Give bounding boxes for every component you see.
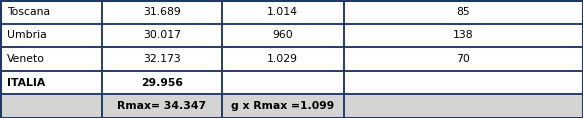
Bar [344, 71, 583, 94]
Bar [344, 0, 583, 24]
Bar [0, 94, 102, 118]
Bar [102, 94, 222, 118]
Bar [102, 24, 222, 47]
Bar [102, 71, 222, 94]
Bar [344, 47, 583, 71]
Bar [0, 47, 102, 71]
Text: Rmax= 34.347: Rmax= 34.347 [117, 101, 206, 111]
Bar [102, 0, 222, 24]
Bar [222, 94, 344, 118]
Bar [102, 71, 222, 94]
Bar [344, 24, 583, 47]
Bar [102, 47, 222, 71]
Text: 138: 138 [453, 30, 474, 40]
Text: 1.014: 1.014 [267, 7, 298, 17]
Bar [0, 24, 102, 47]
Text: Toscana: Toscana [7, 7, 50, 17]
Bar [0, 24, 102, 47]
Bar [222, 24, 344, 47]
Text: Umbria: Umbria [7, 30, 47, 40]
Text: 30.017: 30.017 [143, 30, 181, 40]
Bar [222, 47, 344, 71]
Bar [102, 24, 222, 47]
Text: ITALIA: ITALIA [7, 78, 45, 88]
Bar [222, 0, 344, 24]
Text: 1.029: 1.029 [267, 54, 298, 64]
Bar [0, 71, 102, 94]
Bar [344, 0, 583, 24]
Text: 960: 960 [272, 30, 293, 40]
Bar [0, 0, 102, 24]
Text: 70: 70 [456, 54, 470, 64]
Bar [222, 24, 344, 47]
Bar [222, 71, 344, 94]
Bar [222, 47, 344, 71]
Bar [222, 71, 344, 94]
Bar [344, 94, 583, 118]
Bar [222, 94, 344, 118]
Bar [0, 47, 102, 71]
Bar [344, 94, 583, 118]
Text: 31.689: 31.689 [143, 7, 181, 17]
Bar [102, 47, 222, 71]
Bar [344, 47, 583, 71]
Bar [344, 71, 583, 94]
Bar [0, 94, 102, 118]
Bar [102, 0, 222, 24]
Text: Veneto: Veneto [7, 54, 45, 64]
Bar [0, 0, 102, 24]
Text: 32.173: 32.173 [143, 54, 181, 64]
Bar [0, 71, 102, 94]
Bar [344, 24, 583, 47]
Bar [222, 0, 344, 24]
Text: g x Rmax =1.099: g x Rmax =1.099 [231, 101, 335, 111]
Text: 85: 85 [456, 7, 470, 17]
Text: 29.956: 29.956 [141, 78, 183, 88]
Bar [102, 94, 222, 118]
